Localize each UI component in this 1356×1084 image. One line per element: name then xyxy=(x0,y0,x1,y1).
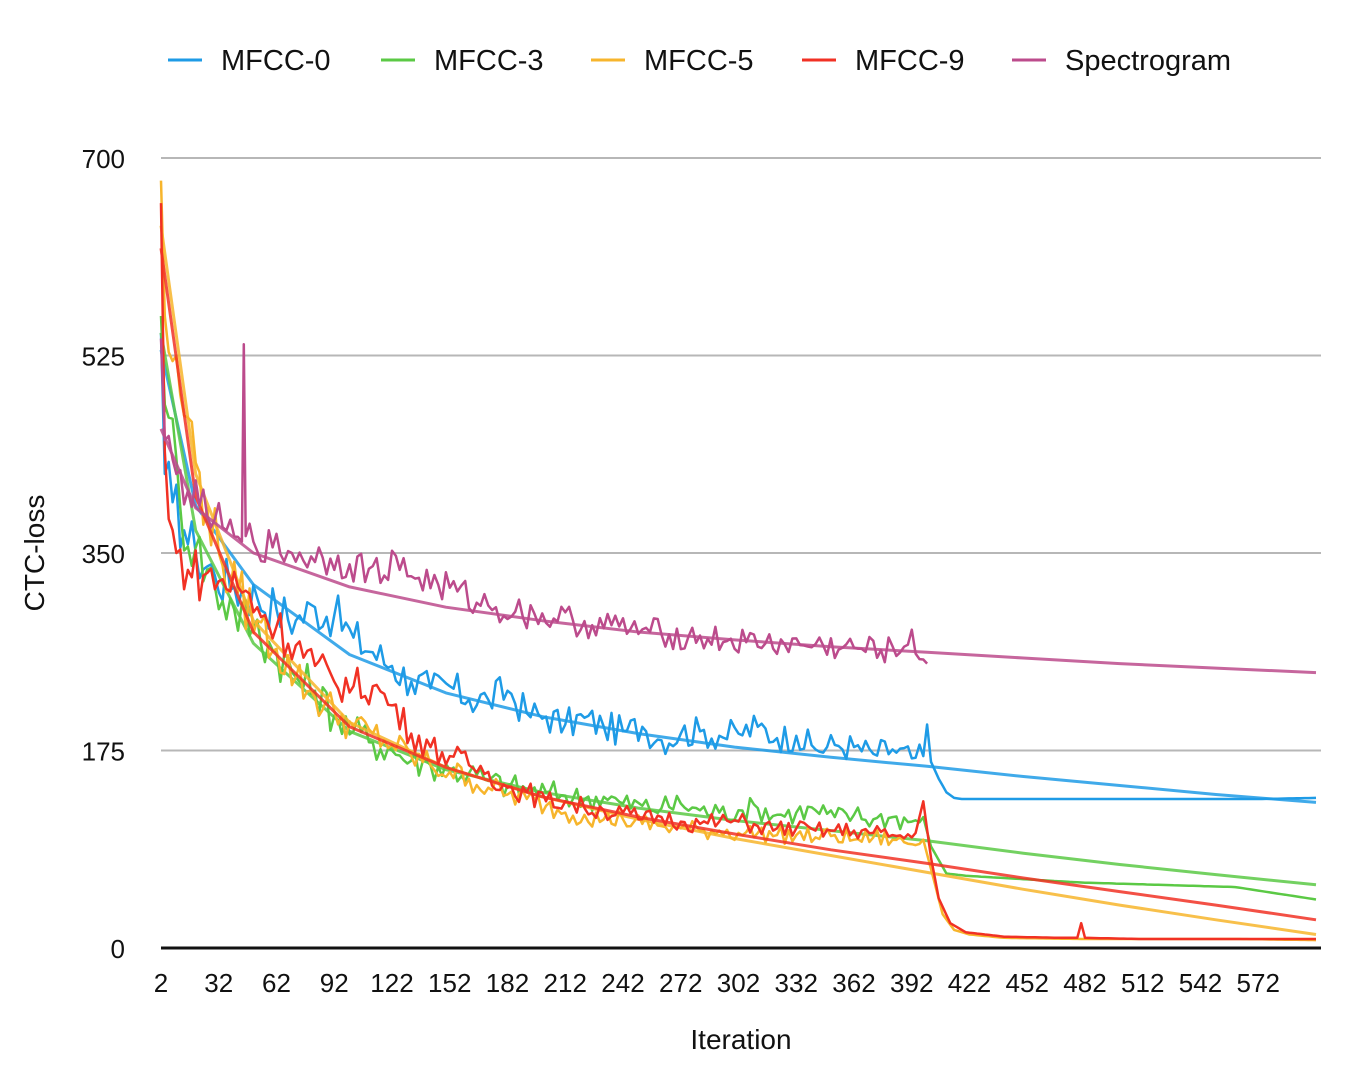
y-tick-label: 700 xyxy=(82,144,125,174)
legend-label: MFCC-9 xyxy=(855,45,965,77)
x-tick-label: 2 xyxy=(154,968,168,998)
series-line xyxy=(159,203,1316,941)
legend-item: MFCC-0 xyxy=(168,45,331,77)
series-mfcc-0 xyxy=(159,332,1317,804)
legend-item: MFCC-9 xyxy=(802,45,965,77)
y-tick-label: 175 xyxy=(82,737,125,767)
series-mfcc-5 xyxy=(159,180,1317,942)
x-tick-label: 62 xyxy=(262,968,291,998)
x-tick-label: 122 xyxy=(370,968,413,998)
series-line xyxy=(159,180,1317,942)
y-tick-label: 0 xyxy=(111,934,125,964)
legend-item: MFCC-5 xyxy=(591,45,754,77)
x-axis-title: Iteration xyxy=(690,1024,791,1055)
gridlines xyxy=(161,157,1321,752)
x-tick-label: 182 xyxy=(486,968,529,998)
y-axis-title: CTC-loss xyxy=(19,495,50,612)
x-tick-label: 152 xyxy=(428,968,471,998)
x-tick-label: 242 xyxy=(601,968,644,998)
legend-label: MFCC-5 xyxy=(644,45,754,77)
axes: 0 175 350 525 700 2 32 62 92 122 152 182 212 242 272 30… xyxy=(82,144,1321,998)
x-tick-label: 452 xyxy=(1006,968,1049,998)
x-tick-label: 422 xyxy=(948,968,991,998)
series-mfcc-3 xyxy=(159,315,1317,901)
trend-line xyxy=(159,428,1317,675)
x-tick-label: 482 xyxy=(1063,968,1106,998)
legend-label: MFCC-0 xyxy=(221,45,331,77)
x-tick-label: 32 xyxy=(204,968,233,998)
x-tick-label: 272 xyxy=(659,968,702,998)
series-line xyxy=(159,338,929,665)
series-spectrogram xyxy=(159,338,1317,675)
x-tick-label: 332 xyxy=(775,968,818,998)
legend-item: MFCC-3 xyxy=(381,45,544,77)
y-tick-label: 350 xyxy=(82,539,125,569)
x-tick-label: 572 xyxy=(1237,968,1280,998)
x-tick-label: 512 xyxy=(1121,968,1164,998)
series-line xyxy=(159,315,1317,901)
x-tick-label: 362 xyxy=(832,968,875,998)
legend-label: MFCC-3 xyxy=(434,45,544,77)
legend-label: Spectrogram xyxy=(1065,45,1231,77)
x-tick-label: 302 xyxy=(717,968,760,998)
x-tick-label: 392 xyxy=(890,968,933,998)
x-tick-label: 92 xyxy=(320,968,349,998)
legend-item: Spectrogram xyxy=(1012,45,1231,77)
x-tick-label: 542 xyxy=(1179,968,1222,998)
series-line xyxy=(159,332,1317,801)
series-layer xyxy=(159,180,1317,942)
y-tick-label: 525 xyxy=(82,342,125,372)
x-tick-label: 212 xyxy=(544,968,587,998)
legend: MFCC-0 MFCC-3 MFCC-5 MFCC-9 Spectrogram xyxy=(168,45,1231,77)
series-mfcc-9 xyxy=(159,203,1317,941)
